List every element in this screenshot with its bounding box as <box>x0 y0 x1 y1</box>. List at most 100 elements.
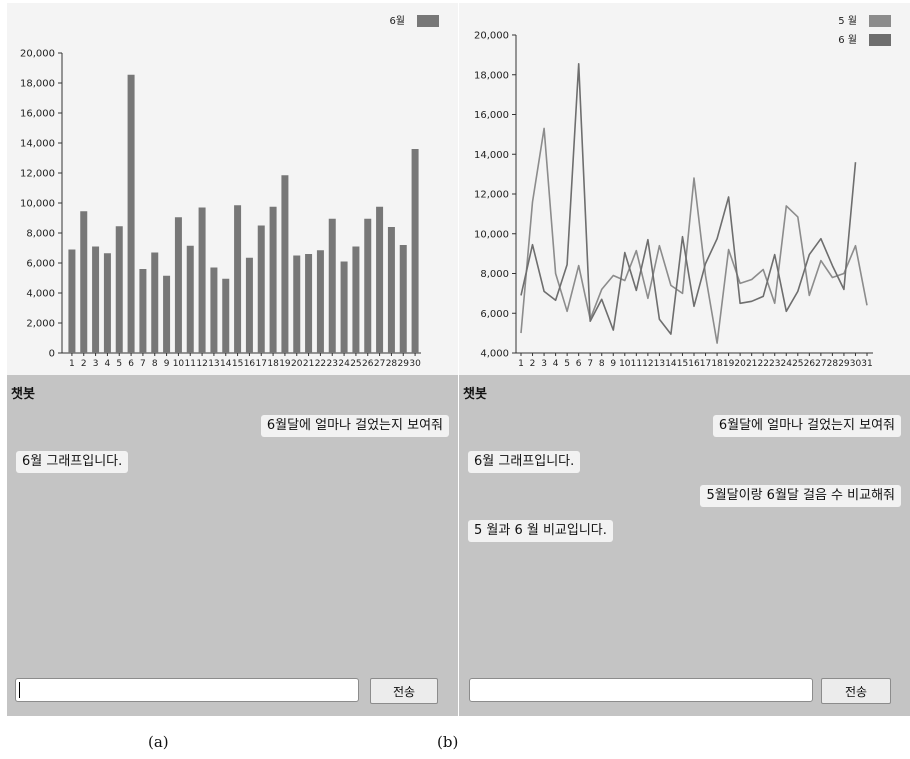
x-tick-label: 5 <box>116 359 122 369</box>
caption-b: (b) <box>437 733 459 751</box>
x-tick-label: 25 <box>792 359 803 369</box>
message-input[interactable] <box>469 678 813 702</box>
legend-label: 5 월 <box>838 15 857 27</box>
bar <box>115 226 123 353</box>
x-tick-label: 3 <box>541 359 547 369</box>
line-chart-area: 4,000 6,000 8,000 10,000 12,000 14,000 16,000 1… <box>459 3 910 375</box>
x-tick-label: 10 <box>173 359 185 369</box>
x-tick-label: 21 <box>303 359 314 369</box>
bar <box>352 246 360 353</box>
x-tick-label: 13 <box>654 359 665 369</box>
x-tick-label: 7 <box>140 359 146 369</box>
bot-message: 5 월과 6 월 비교입니다. <box>468 520 613 542</box>
legend-label: 6월 <box>389 15 405 27</box>
x-tick-label: 17 <box>700 359 711 369</box>
x-tick-label: 6 <box>128 359 134 369</box>
bar <box>245 257 253 353</box>
x-tick-label: 30 <box>850 359 862 369</box>
x-tick-label: 20 <box>291 359 303 369</box>
x-tick-label: 22 <box>757 359 768 369</box>
x-tick-label: 16 <box>688 359 700 369</box>
bar <box>399 245 407 353</box>
bar <box>163 275 171 353</box>
series-line-2 <box>520 62 857 335</box>
bar <box>234 205 242 353</box>
legend-swatch <box>417 15 439 27</box>
caption-a: (a) <box>148 733 169 751</box>
bar <box>376 206 384 353</box>
legend-swatch <box>869 34 891 46</box>
user-message: 6월달에 얼마나 걸었는지 보여줘 <box>712 415 901 437</box>
bar <box>103 253 111 353</box>
message-input[interactable] <box>15 678 359 702</box>
x-tick-label: 9 <box>164 359 170 369</box>
y-tick-label: 4,000 <box>26 289 55 300</box>
bar <box>281 175 289 353</box>
y-tick-label: 18,000 <box>20 79 55 90</box>
legend-swatch <box>869 15 891 27</box>
y-tick-label: 16,000 <box>20 109 55 120</box>
y-tick-label: 12,000 <box>20 169 55 180</box>
bar <box>186 245 194 353</box>
send-button[interactable]: 전송 <box>370 678 438 704</box>
x-tick-label: 18 <box>711 359 723 369</box>
x-tick-label: 28 <box>827 359 839 369</box>
may-june-line-chart: 4,000 6,000 8,000 10,000 12,000 14,000 16,000 1… <box>474 15 891 369</box>
text-cursor <box>19 682 20 698</box>
x-tick-label: 14 <box>220 359 232 369</box>
x-tick-label: 29 <box>838 359 850 369</box>
bar <box>387 227 395 353</box>
x-tick-label: 3 <box>93 359 99 369</box>
x-tick-label: 19 <box>723 359 735 369</box>
x-tick-label: 24 <box>338 359 350 369</box>
y-tick-label: 14,000 <box>474 150 509 161</box>
bar <box>411 149 419 353</box>
x-tick-label: 10 <box>619 359 631 369</box>
x-tick-label: 4 <box>105 359 111 369</box>
x-tick-label: 14 <box>665 359 677 369</box>
x-tick-label: 23 <box>327 359 338 369</box>
y-tick-label: 20,000 <box>20 49 55 60</box>
y-tick-label: 10,000 <box>474 229 509 240</box>
bar <box>210 267 218 353</box>
x-tick-label: 18 <box>267 359 279 369</box>
bar <box>222 278 230 353</box>
x-tick-label: 26 <box>804 359 816 369</box>
chat-title: 챗봇 <box>463 387 487 402</box>
y-tick-label: 8,000 <box>480 269 509 280</box>
bar <box>269 206 277 353</box>
x-tick-label: 29 <box>398 359 410 369</box>
x-tick-label: 13 <box>208 359 219 369</box>
x-tick-label: 9 <box>610 359 616 369</box>
x-tick-label: 16 <box>244 359 256 369</box>
y-tick-label: 16,000 <box>474 110 509 121</box>
bar <box>305 254 313 353</box>
send-button[interactable]: 전송 <box>821 678 891 704</box>
x-tick-label: 27 <box>815 359 826 369</box>
bar <box>364 218 372 353</box>
x-tick-label: 7 <box>587 359 593 369</box>
x-tick-label: 4 <box>553 359 559 369</box>
bar <box>340 261 348 353</box>
x-tick-label: 11 <box>185 359 196 369</box>
bar <box>80 211 88 353</box>
bar <box>257 225 265 353</box>
x-tick-label: 12 <box>196 359 207 369</box>
x-tick-label: 8 <box>599 359 605 369</box>
x-tick-label: 22 <box>315 359 326 369</box>
x-tick-label: 23 <box>769 359 780 369</box>
x-tick-label: 1 <box>69 359 75 369</box>
y-tick-label: 2,000 <box>26 319 55 330</box>
x-tick-label: 8 <box>152 359 158 369</box>
x-tick-label: 27 <box>374 359 385 369</box>
bar <box>293 255 301 353</box>
x-tick-label: 17 <box>256 359 267 369</box>
x-tick-label: 2 <box>530 359 536 369</box>
y-tick-label: 10,000 <box>20 199 55 210</box>
chat-panel: 챗봇 6월달에 얼마나 걸었는지 보여줘 6월 그래프입니다. 5월달이랑 6월… <box>459 375 910 716</box>
bar <box>68 249 76 353</box>
y-tick-label: 14,000 <box>20 139 55 150</box>
x-tick-label: 15 <box>677 359 688 369</box>
bar <box>139 269 147 353</box>
bar <box>328 218 336 353</box>
